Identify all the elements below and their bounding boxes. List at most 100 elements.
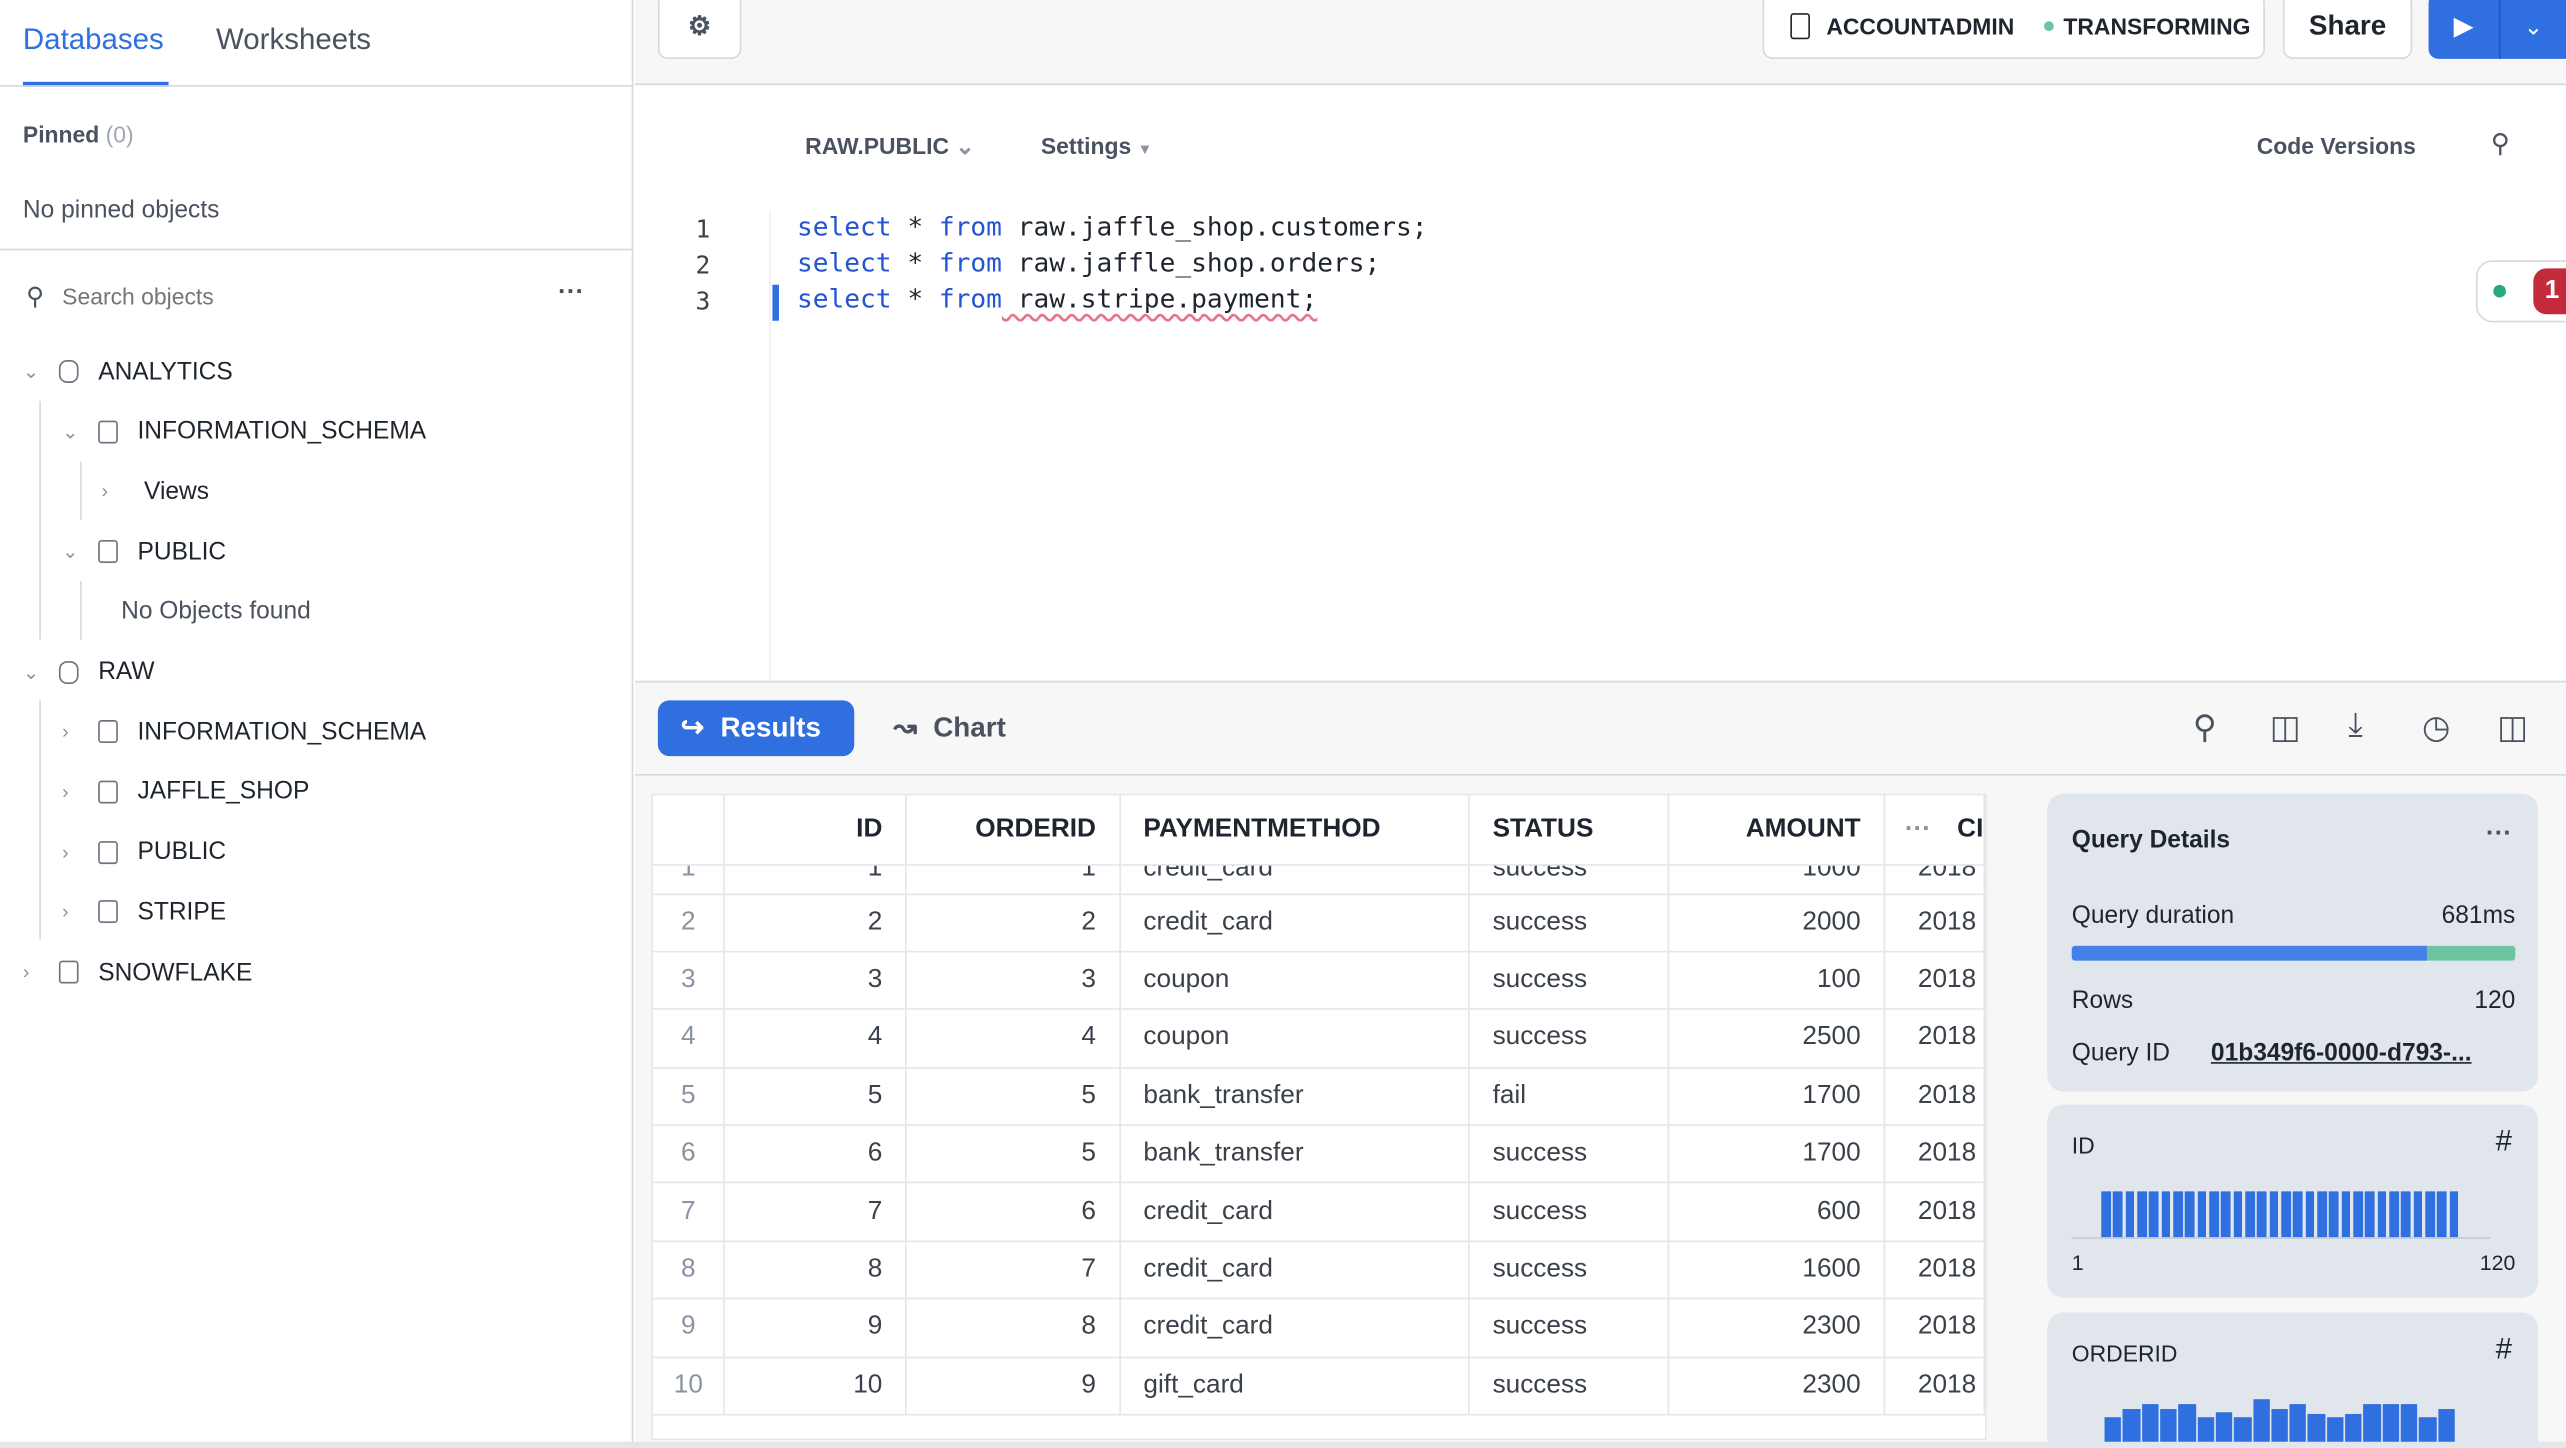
row-number-header [652, 795, 726, 865]
sidebar: Databases Worksheets Pinned (0) No pinne… [0, 0, 634, 1448]
tab-databases[interactable]: Databases [22, 22, 164, 56]
table-cell: bank_transfer [1119, 1125, 1470, 1184]
tree-item[interactable]: › PUBLIC [62, 822, 226, 881]
table-row[interactable]: 7 7 6 credit_card success 600 2018 [652, 1183, 1986, 1242]
duration-value: 681ms [2441, 901, 2516, 930]
chevron-down-icon[interactable]: ⌄ [22, 660, 40, 684]
chevron-down-icon[interactable]: ⌄ [62, 540, 79, 564]
more-options-icon[interactable]: ··· [558, 278, 585, 307]
search-icon[interactable]: ⚲ [2490, 130, 2510, 159]
chevron-right-icon[interactable]: › [22, 960, 30, 984]
tree-item[interactable]: ⌄ ANALYTICS [23, 342, 233, 401]
chevron-right-icon[interactable]: › [62, 840, 69, 864]
query-id-link[interactable]: 01b349f6-0000-d793-... [2210, 1039, 2472, 1067]
column-header[interactable]: PAYMENTMETHOD [1119, 795, 1470, 865]
histogram-bar [2308, 1413, 2326, 1444]
histogram-axis [2071, 1237, 2491, 1239]
code-line[interactable]: select * from raw.jaffle_shop.customers; [797, 211, 1428, 242]
chart-tab[interactable]: ↝ Chart [894, 712, 1006, 745]
schema-icon [98, 420, 118, 443]
more-columns-icon[interactable]: ··· [1904, 814, 1931, 843]
chevron-right-icon[interactable]: › [101, 480, 109, 504]
results-tab[interactable]: ↪ Results [657, 700, 855, 757]
column-header[interactable]: AMOUNT [1667, 795, 1886, 865]
tree-guide [39, 700, 41, 940]
keyword: from [938, 211, 1002, 243]
split-panel-icon[interactable]: ◫ [2497, 710, 2529, 747]
table-row[interactable]: 3 3 3 coupon success 100 2018 [652, 951, 1986, 1011]
table-row[interactable]: 2 2 2 credit_card success 2000 2018 [652, 893, 1986, 953]
column-card-orderid[interactable]: ORDERID # [2047, 1312, 2539, 1448]
histogram-bar [2317, 1191, 2327, 1238]
tree-item[interactable]: › SNOWFLAKE [23, 943, 252, 1002]
share-button[interactable]: Share [2282, 0, 2413, 59]
tree-guide [39, 400, 41, 640]
column-header[interactable]: STATUS [1468, 795, 1669, 865]
table-row[interactable]: 9 9 8 credit_card success 2300 2018 [652, 1298, 1986, 1358]
table-row[interactable]: 10 10 9 gift_card success 2300 2018 [652, 1356, 1986, 1416]
filter-settings-button[interactable]: ⚙ [657, 0, 742, 59]
table-cell: 1000 [1667, 864, 1886, 895]
table-row[interactable]: 4 4 4 coupon success 2500 2018 [652, 1009, 1986, 1069]
tree-item[interactable]: ⌄ INFORMATION_SCHEMA [62, 402, 426, 461]
table-row[interactable]: 6 6 5 bank_transfer success 1700 2018 [652, 1125, 1986, 1184]
tab-worksheets[interactable]: Worksheets [216, 22, 371, 56]
table-row[interactable]: 1 1 1 credit_card success 1000 2018 [652, 864, 1986, 895]
code-line[interactable]: select * from raw.stripe.payment; [797, 283, 1317, 314]
table-row[interactable]: 8 8 7 credit_card success 1600 2018 [652, 1241, 1986, 1300]
histogram-bar [2425, 1191, 2435, 1238]
tree-item[interactable]: › INFORMATION_SCHEMA [62, 702, 426, 761]
table-cell: success [1468, 1356, 1669, 1416]
chevron-right-icon[interactable]: › [62, 720, 69, 744]
tree-item[interactable]: ⌄ RAW [23, 642, 155, 701]
histogram-bar [2141, 1404, 2159, 1444]
histogram-bar [2173, 1191, 2183, 1238]
run-options-dropdown[interactable]: ⌄ [2501, 0, 2566, 59]
search-objects-input[interactable] [62, 278, 537, 315]
code-line[interactable]: select * from raw.jaffle_shop.orders; [797, 247, 1380, 278]
role-warehouse-selector[interactable]: ACCOUNTADMIN TRANSFORMING [1762, 0, 2265, 59]
results-tab-label: Results [720, 711, 821, 743]
sql-editor[interactable]: RAW.PUBLIC ⌄ Settings ▼ Code Versions ⚲ … [634, 86, 2566, 681]
histogram-bar [2326, 1416, 2344, 1444]
history-clock-icon[interactable]: ◷ [2422, 710, 2451, 747]
column-header[interactable]: ··· CI [1884, 795, 1986, 865]
divider [0, 85, 634, 87]
chevron-right-icon[interactable]: › [62, 780, 69, 804]
run-button[interactable]: ▶ [2429, 0, 2501, 59]
table-row[interactable]: 5 5 5 bank_transfer fail 1700 2018 [652, 1067, 1986, 1127]
code-versions-button[interactable]: Code Versions [2256, 132, 2416, 159]
column-header[interactable]: ID [724, 795, 907, 865]
results-arrow-icon: ↪ [680, 711, 705, 743]
histogram-bar [2234, 1416, 2252, 1444]
chevron-right-icon[interactable]: › [62, 900, 69, 924]
tree-item[interactable]: › Views [101, 462, 209, 521]
assistant-widget[interactable]: ● 1 [2476, 260, 2566, 323]
histogram-bar [2113, 1191, 2123, 1238]
results-table[interactable]: ID ORDERID PAYMENTMETHOD STATUS AMOUNT ··· CI … [651, 793, 1987, 1441]
tree-item[interactable]: › JAFFLE_SHOP [62, 762, 309, 821]
tree-item[interactable]: › STRIPE [62, 883, 226, 942]
tree-item[interactable]: ⌄ PUBLIC [62, 522, 226, 581]
settings-dropdown[interactable]: Settings ▼ [1041, 133, 1152, 159]
column-name: ID [2071, 1132, 2095, 1159]
table-cell: 1 [724, 864, 907, 895]
pinned-label: Pinned [22, 121, 100, 148]
table-cell: 1 [652, 864, 726, 895]
histogram-bar [2245, 1191, 2255, 1238]
table-cell: 2 [652, 893, 726, 953]
columns-icon[interactable]: ◫ [2269, 710, 2301, 747]
table-cell: 2018 [1884, 864, 1986, 895]
table-cell: 2018 [1884, 1183, 1986, 1242]
column-header[interactable]: ORDERID [906, 795, 1121, 865]
chevron-down-icon[interactable]: ⌄ [62, 420, 79, 443]
keyword: from [938, 247, 1002, 279]
column-card-id[interactable]: ID # 1 120 [2047, 1104, 2539, 1298]
table-cell: 6 [724, 1125, 907, 1184]
table-cell: 2018 [1884, 1241, 1986, 1300]
context-selector[interactable]: RAW.PUBLIC ⌄ [805, 133, 974, 161]
more-options-icon[interactable]: ··· [2485, 819, 2513, 848]
search-results-icon[interactable]: ⚲ [2192, 710, 2217, 747]
download-icon[interactable]: ⤓ [2348, 706, 2363, 743]
chevron-down-icon[interactable]: ⌄ [22, 360, 40, 383]
